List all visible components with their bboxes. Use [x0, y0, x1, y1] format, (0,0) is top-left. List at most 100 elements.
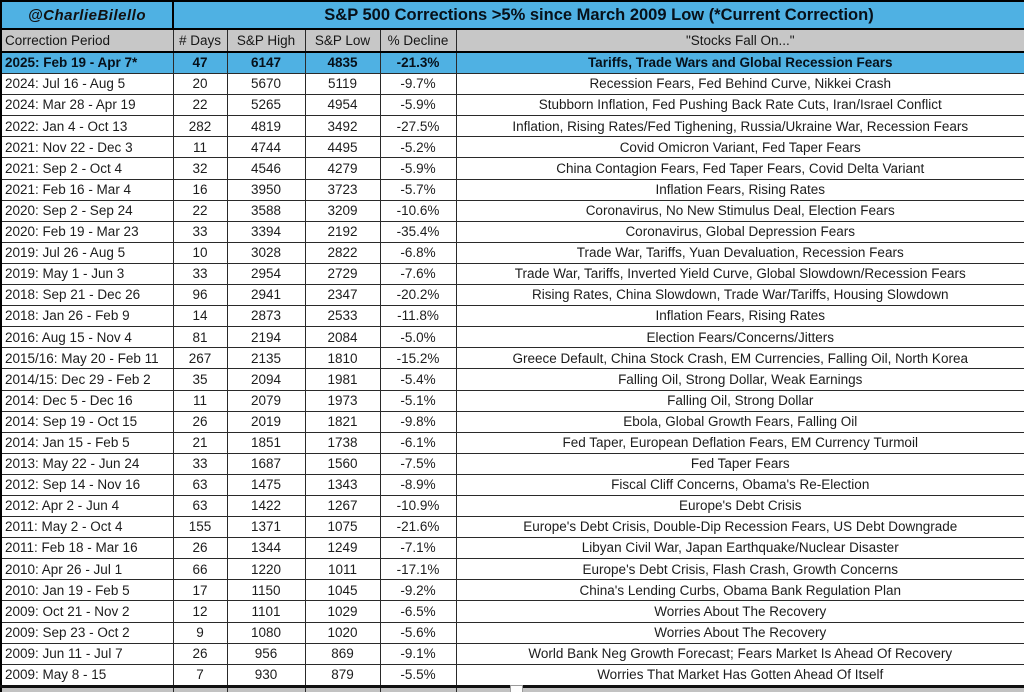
title-row: @CharlieBilello S&P 500 Corrections >5% …: [0, 0, 1024, 30]
decline-cell: -27.5%: [379, 115, 457, 138]
sp-high-cell: 5670: [226, 73, 306, 96]
correction-table-row: 2024: Jul 16 - Aug 5 20 5670 5119 -9.7% …: [0, 73, 1024, 96]
sp-low-cell: 1045: [304, 579, 381, 602]
decline-cell: -20.2%: [379, 284, 457, 307]
sp-high-cell: 1687: [226, 452, 306, 475]
sp-low-cell: 2192: [304, 220, 381, 243]
sp-high-cell: 1344: [226, 537, 306, 560]
correction-period-cell: 2018: Sep 21 - Dec 26: [0, 284, 174, 307]
correction-table-row: 2021: Feb 16 - Mar 4 16 3950 3723 -5.7% …: [0, 178, 1024, 201]
sp-low-cell: 4835: [304, 51, 381, 75]
reason-cell: Inflation Fears, Rising Rates: [455, 305, 1024, 328]
reason-cell: Worries About The Recovery: [455, 621, 1024, 644]
correction-period-cell: 2014/15: Dec 29 - Feb 2: [0, 368, 174, 391]
sp-high-cell: 3028: [226, 241, 306, 264]
decline-cell: -6.1%: [379, 431, 457, 454]
correction-period-cell: 2011: May 2 - Oct 4: [0, 516, 174, 539]
column-header-row: Correction Period # Days S&P High S&P Lo…: [0, 28, 1024, 53]
author-credit: @CharlieBilello: [0, 0, 174, 30]
reason-cell: Election Fears/Concerns/Jitters: [455, 326, 1024, 349]
sp-high-cell: 2135: [226, 347, 306, 370]
decline-cell: -7.1%: [379, 537, 457, 560]
correction-table-row: 2025: Feb 19 - Apr 7* 47 6147 4835 -21.3…: [0, 51, 1024, 75]
correction-table-row: 2014: Jan 15 - Feb 5 21 1851 1738 -6.1% …: [0, 431, 1024, 454]
reason-cell: Worries About The Recovery: [455, 600, 1024, 623]
sp-high-cell: 2094: [226, 368, 306, 391]
sp-low-cell: 1973: [304, 389, 381, 412]
days-cell: 22: [172, 94, 228, 117]
days-cell: 11: [172, 136, 228, 159]
sp-low-cell: 1981: [304, 368, 381, 391]
correction-period-cell: 2010: Apr 26 - Jul 1: [0, 558, 174, 581]
days-cell: 9: [172, 621, 228, 644]
days-cell: 26: [172, 537, 228, 560]
reason-cell: Coronavirus, Global Depression Fears: [455, 220, 1024, 243]
sp-low-cell: 2084: [304, 326, 381, 349]
reason-cell: Greece Default, China Stock Crash, EM Cu…: [455, 347, 1024, 370]
reason-cell: Fiscal Cliff Concerns, Obama's Re-Electi…: [455, 473, 1024, 496]
decline-cell: -5.1%: [379, 389, 457, 412]
reason-cell: Europe's Debt Crisis, Double-Dip Recessi…: [455, 516, 1024, 539]
correction-period-cell: 2016: Aug 15 - Nov 4: [0, 326, 174, 349]
reason-cell: Fed Taper Fears: [455, 452, 1024, 475]
days-cell: 282: [172, 115, 228, 138]
sp-low-cell: 4495: [304, 136, 381, 159]
correction-period-cell: 2019: Jul 26 - Aug 5: [0, 241, 174, 264]
correction-period-cell: 2009: May 8 - 15: [0, 663, 174, 687]
reason-cell: Stubborn Inflation, Fed Pushing Back Rat…: [455, 94, 1024, 117]
correction-table-row: 2009: Sep 23 - Oct 2 9 1080 1020 -5.6% W…: [0, 621, 1024, 644]
sp-high-cell: 4819: [226, 115, 306, 138]
correction-period-cell: 2010: Jan 19 - Feb 5: [0, 579, 174, 602]
sp-high-cell: 2954: [226, 262, 306, 286]
reason-cell: Coronavirus, No New Stimulus Deal, Elect…: [455, 199, 1024, 222]
correction-table-row: 2020: Feb 19 - Mar 23 33 3394 2192 -35.4…: [0, 220, 1024, 243]
days-cell: 16: [172, 178, 228, 201]
median-sp-low: [304, 684, 381, 692]
days-cell: 21: [172, 431, 228, 454]
sp-high-cell: 6147: [226, 51, 306, 75]
sp-low-cell: 1020: [304, 621, 381, 644]
white-box-artifact: [510, 685, 523, 692]
decline-cell: -8.9%: [379, 473, 457, 496]
sp-low-cell: 3492: [304, 115, 381, 138]
days-cell: 10: [172, 241, 228, 264]
correction-period-cell: 2014: Jan 15 - Feb 5: [0, 431, 174, 454]
sp-high-cell: 4744: [226, 136, 306, 159]
correction-table-row: 2018: Jan 26 - Feb 9 14 2873 2533 -11.8%…: [0, 305, 1024, 328]
sp-low-cell: 2822: [304, 241, 381, 264]
reason-cell: Tariffs, Trade Wars and Global Recession…: [455, 51, 1024, 75]
median-decline: -7.6%: [379, 684, 457, 692]
decline-cell: -9.8%: [379, 410, 457, 433]
correction-table-row: 2009: May 8 - 15 7 930 879 -5.5% Worries…: [0, 663, 1024, 687]
days-cell: 33: [172, 262, 228, 286]
correction-period-cell: 2024: Jul 16 - Aug 5: [0, 73, 174, 96]
decline-cell: -5.9%: [379, 157, 457, 180]
correction-period-cell: 2022: Jan 4 - Oct 13: [0, 115, 174, 138]
sp-low-cell: 3209: [304, 199, 381, 222]
decline-cell: -35.4%: [379, 220, 457, 243]
reason-cell: Falling Oil, Strong Dollar: [455, 389, 1024, 412]
days-cell: 26: [172, 410, 228, 433]
days-cell: 35: [172, 368, 228, 391]
decline-cell: -9.7%: [379, 73, 457, 96]
decline-cell: -5.4%: [379, 368, 457, 391]
days-cell: 17: [172, 579, 228, 602]
correction-period-cell: 2020: Sep 2 - Sep 24: [0, 199, 174, 222]
days-cell: 63: [172, 473, 228, 496]
reason-cell: Trade War, Tariffs, Inverted Yield Curve…: [455, 262, 1024, 286]
decline-cell: -5.0%: [379, 326, 457, 349]
correction-period-cell: 2009: Sep 23 - Oct 2: [0, 621, 174, 644]
median-sp-high: [226, 684, 306, 692]
reason-cell: China's Lending Curbs, Obama Bank Regula…: [455, 579, 1024, 602]
days-cell: 20: [172, 73, 228, 96]
sp-low-cell: 1011: [304, 558, 381, 581]
median-days: 26: [172, 684, 228, 692]
reason-cell: Europe's Debt Crisis: [455, 494, 1024, 518]
creative-planning-logo: CREATIVE PLANNING ®: [455, 684, 1024, 692]
sp-high-cell: 3950: [226, 178, 306, 201]
sp-high-cell: 2941: [226, 284, 306, 307]
col-header-correction-period: Correction Period: [0, 28, 174, 53]
sp-low-cell: 2533: [304, 305, 381, 328]
sp-low-cell: 4279: [304, 157, 381, 180]
decline-cell: -5.9%: [379, 94, 457, 117]
